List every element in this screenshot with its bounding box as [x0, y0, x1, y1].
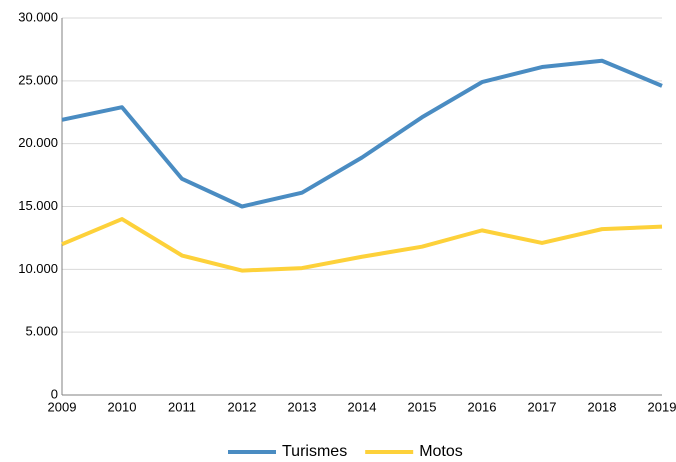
- y-tick-label: 30.000: [18, 9, 58, 24]
- x-tick-label: 2012: [228, 399, 257, 414]
- x-tick-label: 2010: [108, 399, 137, 414]
- y-tick-label: 10.000: [18, 261, 58, 276]
- series-line: [61, 58, 663, 209]
- x-tick-label: 2018: [588, 399, 617, 414]
- y-tick-label: 25.000: [18, 72, 58, 87]
- x-tick-label: 2014: [348, 399, 377, 414]
- x-tick-label: 2019: [648, 399, 676, 414]
- legend-label: Turismes: [282, 443, 347, 460]
- y-tick-label: 5.000: [25, 324, 58, 339]
- x-tick-label: 2013: [288, 399, 317, 414]
- x-tick-label: 2016: [468, 399, 497, 414]
- x-tick-label: 2017: [528, 399, 557, 414]
- x-tick-label: 2009: [48, 399, 77, 414]
- y-tick-label: 0: [51, 386, 58, 401]
- series-line: [61, 217, 663, 273]
- legend-label: Motos: [419, 443, 463, 460]
- x-tick-label: 2011: [168, 399, 196, 414]
- x-tick-label: 2015: [408, 399, 437, 414]
- y-tick-label: 15.000: [18, 198, 58, 213]
- y-tick-label: 20.000: [18, 135, 58, 150]
